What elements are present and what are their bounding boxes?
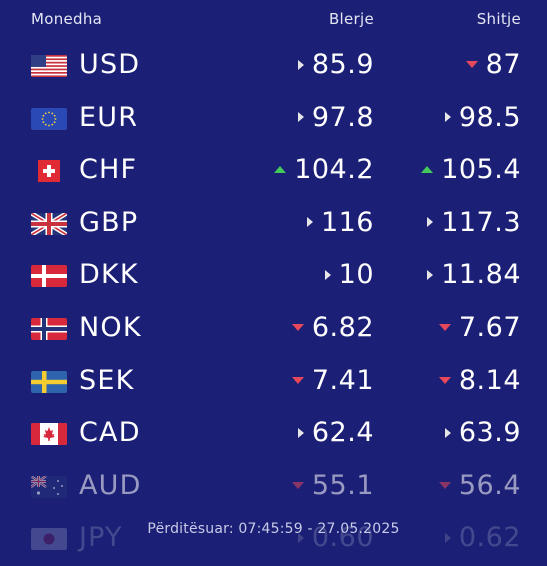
rate-row-sek: SEK 7.41 8.14	[0, 356, 547, 409]
eu-flag-icon	[31, 107, 67, 130]
buy-value: 104.2	[274, 154, 374, 185]
sell-amount: 0.62	[458, 522, 521, 554]
down-arrow-icon	[438, 376, 451, 384]
rate-row-gbp: GBP 116 117.3	[0, 198, 547, 251]
sell-amount: 63.9	[458, 417, 521, 449]
currency-code: NOK	[79, 311, 142, 343]
denmark-flag-icon	[31, 265, 67, 288]
rate-row-usd: USD 85.9 87	[0, 40, 547, 93]
us-flag-icon	[31, 55, 67, 77]
buy-amount: 6.82	[311, 311, 374, 343]
up-arrow-icon	[274, 166, 287, 174]
buy-value: 97.8	[297, 101, 374, 133]
sell-amount: 56.4	[458, 469, 521, 501]
neutral-arrow-icon	[297, 59, 304, 70]
neutral-arrow-icon	[324, 269, 331, 280]
down-arrow-icon	[291, 481, 304, 489]
buy-column-header: Blerje	[328, 10, 374, 28]
australia-flag-icon	[31, 475, 67, 498]
sell-amount: 11.84	[441, 259, 521, 291]
sell-value: 63.9	[444, 417, 521, 449]
sell-amount: 7.67	[458, 311, 521, 343]
currency-code: EUR	[79, 101, 139, 133]
canada-flag-icon	[31, 423, 67, 446]
currency-code: SEK	[79, 364, 135, 396]
sell-value: 56.4	[438, 469, 521, 501]
sell-value: 11.84	[427, 259, 521, 290]
buy-amount: 10	[338, 259, 374, 291]
rate-row-cad: CAD 62.4 63.9	[0, 408, 547, 461]
buy-value: 6.82	[291, 311, 374, 343]
last-updated-text: Përditësuar: 07:45:59 - 27.05.2025	[147, 521, 400, 537]
currency-code: DKK	[79, 259, 139, 291]
sell-value: 98.5	[444, 101, 521, 133]
buy-amount: 116	[320, 206, 374, 238]
rate-row-dkk: DKK 10 11.84	[0, 250, 547, 303]
rate-row-chf: CHF 104.2 105.4	[0, 145, 547, 198]
sell-amount: 117.3	[441, 206, 521, 238]
down-arrow-icon	[291, 376, 304, 384]
sell-amount: 8.14	[458, 364, 521, 396]
sell-amount: 98.5	[458, 101, 521, 133]
currency-column-header: Monedha	[31, 10, 103, 28]
norway-flag-icon	[31, 317, 67, 340]
sweden-flag-icon	[31, 370, 67, 393]
sell-value: 117.3	[427, 207, 521, 238]
neutral-arrow-icon	[427, 217, 434, 228]
buy-value: 85.9	[297, 49, 374, 80]
sell-value: 8.14	[438, 364, 521, 396]
neutral-arrow-icon	[297, 427, 304, 438]
neutral-arrow-icon	[444, 112, 451, 123]
currency-code: USD	[79, 49, 141, 80]
neutral-arrow-icon	[297, 112, 304, 123]
sell-value: 7.67	[438, 311, 521, 343]
currency-code: AUD	[79, 469, 142, 501]
down-arrow-icon	[438, 481, 451, 489]
sell-column-header: Shitje	[476, 10, 521, 28]
neutral-arrow-icon	[306, 217, 313, 228]
buy-value: 55.1	[291, 469, 374, 501]
rate-row-eur: EUR 97.8 98.5	[0, 93, 547, 146]
rate-row-aud: AUD 55.1 56.4	[0, 461, 547, 514]
buy-amount: 104.2	[294, 154, 374, 186]
buy-value: 7.41	[291, 364, 374, 396]
buy-amount: 97.8	[311, 101, 374, 133]
buy-value: 62.4	[297, 417, 374, 449]
japan-flag-icon	[31, 528, 67, 551]
table-header: Monedha Blerje Shitje	[0, 0, 547, 40]
sell-amount: 87	[485, 49, 521, 80]
down-arrow-icon	[291, 323, 304, 331]
neutral-arrow-icon	[297, 532, 304, 543]
down-arrow-icon	[438, 323, 451, 331]
rates-list: USD 85.9 87 EUR	[0, 40, 547, 566]
currency-code: CHF	[79, 154, 138, 186]
buy-amount: 7.41	[311, 364, 374, 396]
buy-value: 0.60	[297, 522, 374, 554]
uk-flag-icon	[31, 212, 67, 235]
currency-code: JPY	[79, 522, 123, 554]
neutral-arrow-icon	[444, 427, 451, 438]
up-arrow-icon	[421, 166, 434, 174]
buy-value: 116	[306, 206, 374, 238]
buy-amount: 55.1	[311, 469, 374, 501]
currency-code: GBP	[79, 206, 139, 238]
rate-row-jpy: JPY 0.60 0.62	[0, 513, 547, 566]
buy-amount: 85.9	[311, 49, 374, 80]
swiss-flag-icon	[31, 160, 67, 183]
rate-row-nok: NOK 6.82 7.67	[0, 303, 547, 356]
currency-code: CAD	[79, 417, 141, 449]
neutral-arrow-icon	[444, 532, 451, 543]
buy-amount: 0.60	[311, 522, 374, 554]
buy-amount: 62.4	[311, 417, 374, 449]
sell-amount: 105.4	[441, 154, 521, 186]
down-arrow-icon	[465, 61, 478, 68]
buy-value: 10	[324, 259, 374, 291]
sell-value: 105.4	[421, 154, 521, 185]
neutral-arrow-icon	[427, 269, 434, 280]
sell-value: 0.62	[444, 522, 521, 554]
sell-value: 87	[465, 49, 521, 80]
